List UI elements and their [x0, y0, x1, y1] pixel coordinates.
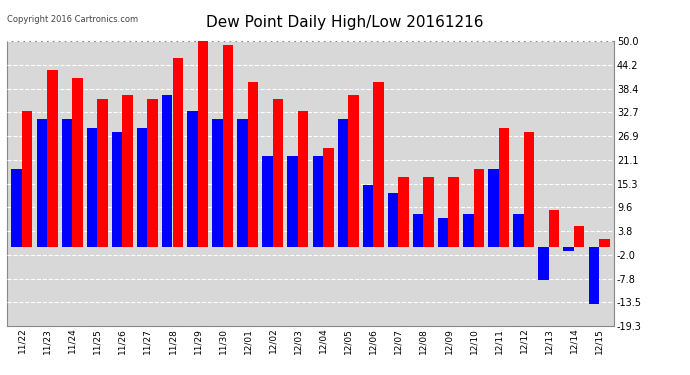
Bar — [47, 70, 57, 247]
Bar — [72, 78, 83, 247]
Bar — [187, 111, 197, 247]
Text: Dew Point Daily High/Low 20161216: Dew Point Daily High/Low 20161216 — [206, 15, 484, 30]
Bar — [12, 169, 22, 247]
Bar — [97, 99, 108, 247]
Bar — [564, 247, 574, 251]
Bar — [424, 177, 434, 247]
Bar — [162, 95, 172, 247]
Bar — [413, 214, 424, 247]
Bar — [337, 119, 348, 247]
Bar — [148, 99, 158, 247]
Bar — [363, 185, 373, 247]
Bar — [262, 156, 273, 247]
Bar — [513, 214, 524, 247]
Bar — [499, 128, 509, 247]
Bar — [323, 148, 333, 247]
Bar — [438, 218, 449, 247]
Bar — [273, 99, 284, 247]
Bar — [473, 169, 484, 247]
Bar — [288, 156, 298, 247]
Bar — [298, 111, 308, 247]
Bar — [112, 132, 122, 247]
Bar — [122, 95, 133, 247]
Bar — [197, 41, 208, 247]
Bar — [172, 58, 183, 247]
Bar — [248, 82, 258, 247]
Bar — [488, 169, 499, 247]
Bar — [37, 119, 47, 247]
Bar — [212, 119, 223, 247]
Bar — [463, 214, 473, 247]
Bar — [22, 111, 32, 247]
Bar — [237, 119, 248, 247]
Bar — [398, 177, 409, 247]
Bar — [348, 95, 359, 247]
Bar — [61, 119, 72, 247]
Bar — [448, 177, 459, 247]
Text: Copyright 2016 Cartronics.com: Copyright 2016 Cartronics.com — [7, 15, 138, 24]
Bar — [599, 238, 609, 247]
Bar — [137, 128, 148, 247]
Bar — [549, 210, 560, 247]
Bar — [574, 226, 584, 247]
Bar — [373, 82, 384, 247]
Bar — [388, 194, 398, 247]
Bar — [589, 247, 599, 304]
Bar — [538, 247, 549, 280]
Bar — [87, 128, 97, 247]
Bar — [524, 132, 534, 247]
Bar — [313, 156, 323, 247]
Bar — [223, 45, 233, 247]
